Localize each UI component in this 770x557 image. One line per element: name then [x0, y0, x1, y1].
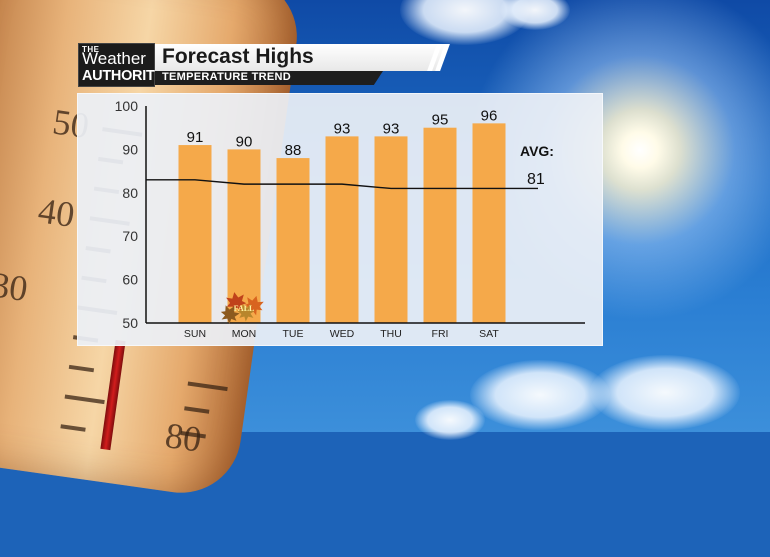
- thermometer-number: 40: [35, 190, 77, 235]
- y-tick-label: 80: [122, 185, 138, 201]
- avg-value: 81: [527, 171, 545, 188]
- x-tick-label: TUE: [283, 328, 304, 340]
- chart-panel: 50 60 70 80 90 100 91 SUN 90 MON 88 TUE 93 WED 93 THU 95…: [77, 93, 603, 346]
- data-label: 95: [432, 112, 449, 129]
- cloud-bottom-small: [415, 400, 485, 440]
- data-label: 88: [285, 142, 302, 159]
- cloud-bottom-left: [470, 360, 610, 430]
- logo-the: THE: [82, 45, 100, 54]
- x-tick-label: WED: [330, 328, 355, 340]
- y-tick-label: 100: [115, 98, 139, 114]
- logo-weather: Weather: [82, 49, 146, 68]
- station-logo: THE Weather AUTHORITY: [78, 43, 164, 87]
- maple-leaf: [220, 305, 240, 325]
- maple-leaf: [226, 292, 247, 313]
- data-label: 96: [481, 107, 498, 124]
- title-bar: Forecast Highs: [155, 44, 447, 71]
- bar-fri: [423, 127, 457, 323]
- bar-sat: [472, 123, 506, 323]
- thermometer-number: 30: [0, 264, 31, 310]
- y-tick-label: 90: [122, 141, 138, 157]
- data-label: 93: [383, 120, 400, 137]
- y-tick-label: 60: [122, 272, 138, 288]
- average-line: [146, 179, 538, 190]
- data-label: 90: [236, 133, 253, 150]
- x-tick-label: THU: [380, 328, 402, 340]
- thermometer-number: 80: [162, 415, 204, 460]
- bar-tue: [276, 158, 310, 323]
- data-label: 93: [334, 120, 351, 137]
- data-label: 91: [187, 129, 204, 146]
- x-tick-label: SUN: [184, 328, 206, 340]
- x-tick-label: SAT: [479, 328, 499, 340]
- bar-sun: [178, 145, 212, 323]
- y-tick-label: 70: [122, 228, 138, 244]
- logo-authority: AUTHORITY: [82, 68, 164, 84]
- bar-wed: [325, 136, 359, 323]
- x-tick-label: FRI: [432, 328, 449, 340]
- subtitle-bar: TEMPERATURE TREND: [155, 71, 383, 85]
- bar-thu: [374, 136, 408, 323]
- maple-leaves-icon: [220, 292, 264, 325]
- maple-leaf: [236, 304, 255, 322]
- avg-label: AVG:: [520, 143, 554, 159]
- page-subtitle: TEMPERATURE TREND: [162, 71, 291, 83]
- bar-chart: 50 60 70 80 90 100 91 SUN 90 MON 88 TUE 93 WED 93 THU 95…: [115, 98, 585, 340]
- y-tick-label: 50: [122, 315, 138, 331]
- fall-annotation: FALL: [234, 304, 255, 313]
- bar-mon: [227, 149, 261, 323]
- x-tick-label: MON: [232, 328, 257, 340]
- cloud-bottom-right: [590, 355, 740, 430]
- page-title: Forecast Highs: [162, 45, 314, 68]
